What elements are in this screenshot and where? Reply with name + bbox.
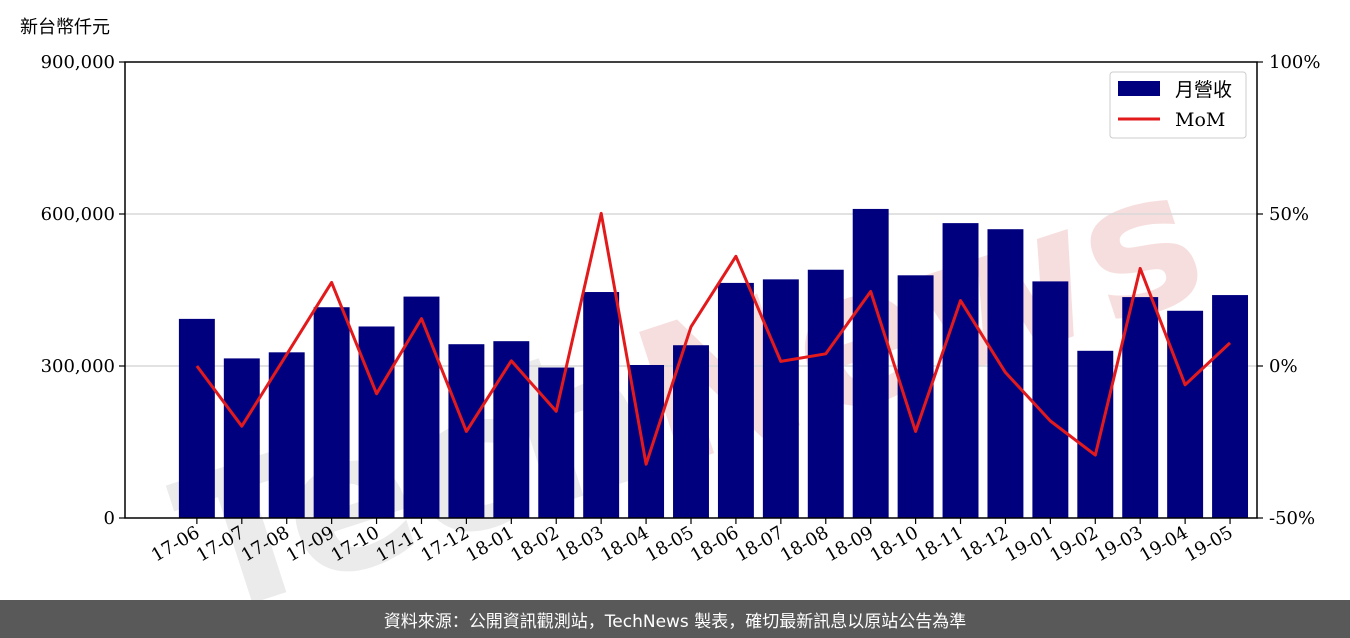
- revenue-bar: [403, 296, 440, 518]
- x-tick-label: 18-06: [687, 522, 742, 566]
- x-tick-label: 19-05: [1181, 522, 1236, 566]
- x-tick-label: 18-05: [642, 522, 697, 566]
- legend-label-revenue: 月營收: [1175, 79, 1232, 101]
- revenue-bar: [807, 269, 844, 518]
- revenue-bar: [493, 341, 530, 518]
- revenue-bar: [223, 358, 260, 518]
- y-axis-unit-label: 新台幣仟元: [20, 17, 110, 38]
- revenue-bar: [1122, 297, 1159, 518]
- left-y-tick-label: 0: [104, 508, 115, 529]
- revenue-bar: [852, 208, 889, 518]
- left-y-tick-label: 300,000: [41, 356, 115, 377]
- right-y-tick-label: -50%: [1269, 508, 1315, 529]
- revenue-bar: [1212, 295, 1249, 518]
- revenue-bar: [538, 367, 575, 518]
- chart-area: TechNews 0300,000600,000900,000-50%0%50%…: [20, 17, 1320, 600]
- x-tick-label: 19-03: [1091, 522, 1146, 566]
- revenue-bar: [268, 352, 305, 518]
- x-tick-label: 18-07: [732, 522, 787, 566]
- right-y-tick-label: 100%: [1269, 52, 1320, 73]
- revenue-bar: [1077, 350, 1114, 518]
- revenue-bar: [762, 279, 799, 518]
- revenue-bar: [717, 282, 754, 518]
- revenue-bar: [358, 326, 395, 518]
- source-footer: 資料來源：公開資訊觀測站，TechNews 製表，確切最新訊息以原站公告為準: [0, 600, 1350, 638]
- right-y-tick-label: 0%: [1269, 356, 1298, 377]
- left-y-tick-label: 600,000: [41, 204, 115, 225]
- x-tick-label: 19-02: [1046, 522, 1101, 566]
- revenue-bar: [178, 318, 215, 518]
- x-tick-label: 19-04: [1136, 522, 1191, 566]
- x-tick-label: 18-08: [777, 522, 832, 566]
- x-tick-label: 18-12: [957, 522, 1012, 566]
- mom-line: [195, 211, 1232, 466]
- left-y-tick-label: 900,000: [41, 52, 115, 73]
- revenue-bar: [1032, 281, 1069, 518]
- right-y-tick-label: 50%: [1269, 204, 1309, 225]
- revenue-bar: [673, 345, 709, 518]
- legend-swatch-revenue: [1118, 81, 1160, 96]
- revenue-bar: [1167, 310, 1204, 518]
- legend-label-mom: MoM: [1175, 109, 1225, 131]
- x-tick-label: 18-09: [822, 522, 877, 566]
- source-footer-text: 資料來源：公開資訊觀測站，TechNews 製表，確切最新訊息以原站公告為準: [383, 611, 967, 632]
- x-tick-label: 19-01: [1001, 522, 1056, 566]
- x-tick-label: 18-10: [867, 522, 922, 566]
- revenue-mom-chart: TechNews 0300,000600,000900,000-50%0%50%…: [20, 17, 1320, 600]
- revenue-bar: [313, 307, 350, 518]
- x-tick-label: 18-11: [912, 522, 967, 566]
- revenue-bar: [942, 223, 979, 518]
- revenue-bar: [583, 292, 620, 518]
